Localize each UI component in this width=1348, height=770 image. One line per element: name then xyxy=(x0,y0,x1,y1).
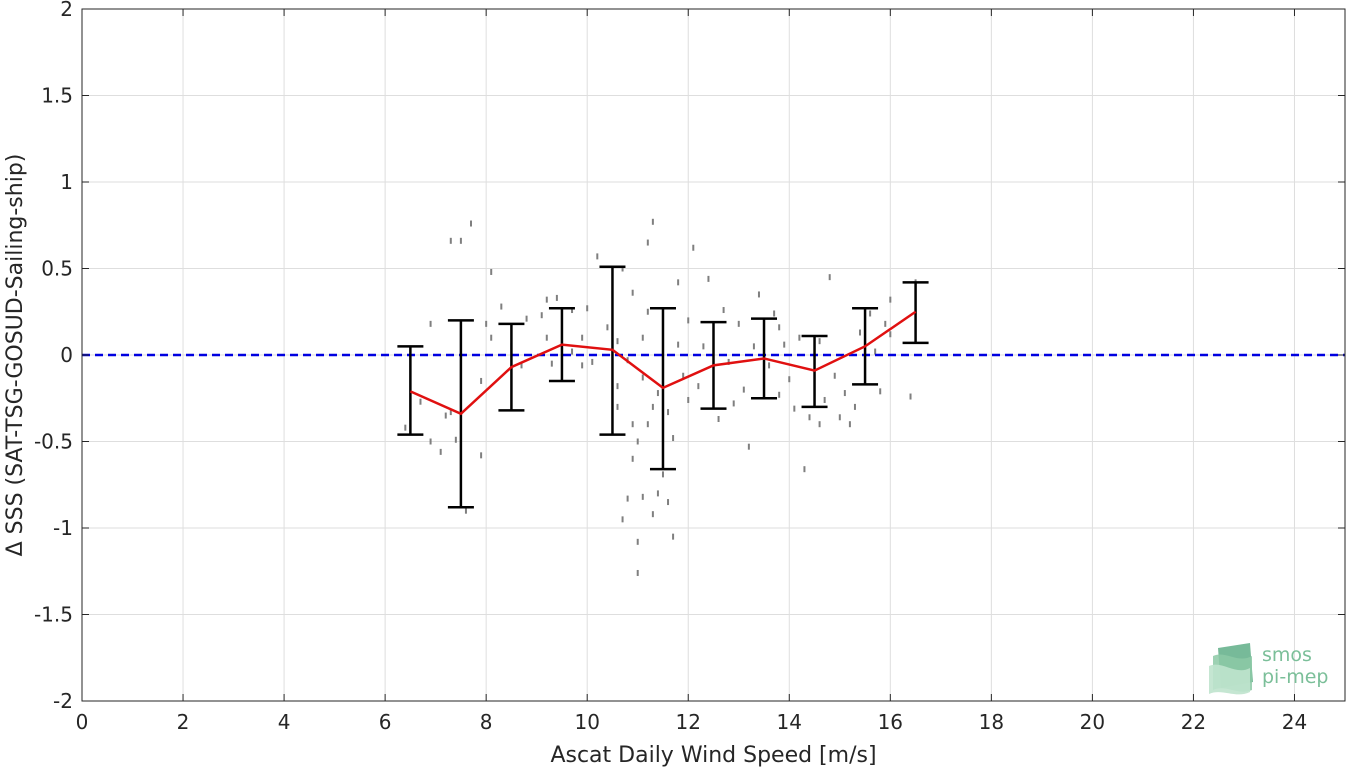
y-tick-label: 1.5 xyxy=(41,84,73,108)
y-tick-labels: 2 1.5 1 0.5 0 -0.5 -1 -1.5 -2 xyxy=(34,0,1345,713)
y-tick-label: 2 xyxy=(60,0,73,21)
x-axis-label: Ascat Daily Wind Speed [m/s] xyxy=(550,743,876,768)
x-tick-label: 0 xyxy=(76,710,89,734)
logo-line2: pi-mep xyxy=(1262,666,1328,688)
x-tick-label: 24 xyxy=(1282,710,1307,734)
x-tick-label: 20 xyxy=(1080,710,1105,734)
y-tick-label: 0.5 xyxy=(41,257,73,281)
x-tick-label: 16 xyxy=(878,710,903,734)
x-tick-label: 18 xyxy=(979,710,1004,734)
mean-line xyxy=(409,310,917,416)
y-tick-label: -2 xyxy=(53,689,73,713)
x-tick-label: 14 xyxy=(777,710,802,734)
y-axis-label: Δ SSS (SAT-TSG-GOSUD-Sailing-ship) xyxy=(3,154,28,557)
y-tick-label: 1 xyxy=(60,170,73,194)
x-tick-label: 8 xyxy=(480,710,493,734)
smos-pi-mep-logo: smos pi-mep xyxy=(1209,643,1328,695)
y-tick-label: 0 xyxy=(60,343,73,367)
x-tick-label: 2 xyxy=(177,710,190,734)
x-tick-label: 22 xyxy=(1181,710,1206,734)
x-tick-label: 12 xyxy=(676,710,701,734)
x-tick-label: 6 xyxy=(379,710,392,734)
x-tick-label: 4 xyxy=(278,710,291,734)
x-tick-labels: 0 2 4 6 8 10 12 14 16 18 20 22 24 xyxy=(76,9,1307,734)
y-tick-label: -1 xyxy=(53,516,73,540)
logo-line1: smos xyxy=(1262,644,1312,666)
logo-waves-icon xyxy=(1209,643,1253,695)
x-tick-label: 10 xyxy=(574,710,599,734)
y-tick-label: -0.5 xyxy=(34,430,73,454)
y-tick-label: -1.5 xyxy=(34,603,73,627)
